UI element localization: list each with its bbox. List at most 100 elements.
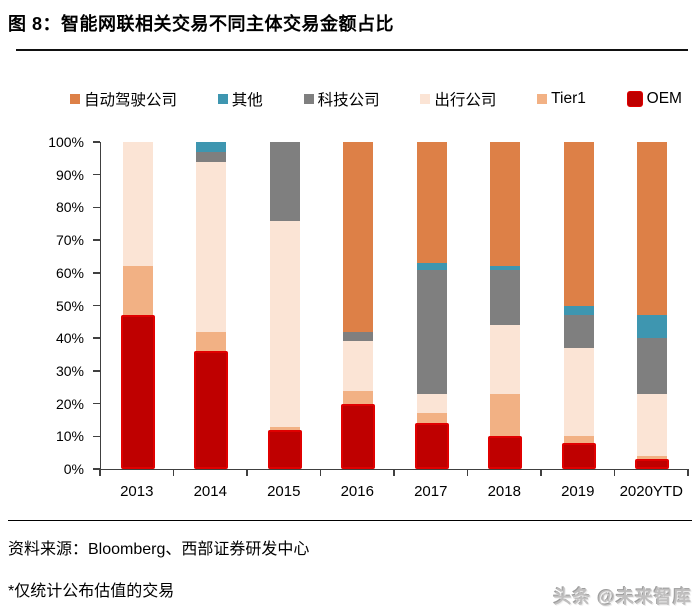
bar-segment bbox=[416, 142, 447, 264]
bar-segment bbox=[637, 338, 668, 394]
bar-segment bbox=[563, 436, 594, 443]
bar-segment bbox=[196, 151, 227, 162]
y-tick-label: 50% bbox=[55, 297, 84, 314]
x-tick-label: 2020YTD bbox=[619, 483, 683, 500]
x-tick-mark bbox=[613, 470, 616, 476]
x-tick-mark bbox=[319, 470, 322, 476]
y-tick-mark bbox=[93, 337, 100, 339]
bar-segment bbox=[490, 325, 521, 394]
legend-item: 自动驾驶公司 bbox=[70, 88, 177, 110]
legend-label: 其他 bbox=[231, 92, 263, 109]
legend-item: 科技公司 bbox=[303, 88, 380, 110]
footer-divider bbox=[8, 520, 692, 522]
y-tick-mark bbox=[93, 370, 100, 372]
bar-column bbox=[395, 142, 469, 469]
footnote-text: *仅统计公布估值的交易 bbox=[8, 583, 175, 600]
bar-segment bbox=[490, 393, 521, 437]
bar-segment bbox=[196, 331, 227, 352]
legend-swatch-icon bbox=[303, 94, 314, 104]
x-tick-label: 2018 bbox=[487, 483, 521, 500]
bar-segment bbox=[120, 315, 155, 469]
x-tick-mark bbox=[540, 470, 542, 476]
legend-swatch-icon bbox=[420, 94, 431, 104]
legend-item: Tier1 bbox=[537, 90, 586, 108]
x-tick-mark bbox=[393, 470, 395, 476]
x-tick-label: 2019 bbox=[561, 483, 595, 500]
bar-segment bbox=[637, 315, 668, 339]
stacked-bar bbox=[341, 142, 376, 469]
bar-column bbox=[542, 142, 616, 469]
y-tick-label: 90% bbox=[55, 166, 84, 183]
stacked-bar bbox=[561, 142, 596, 469]
chart-legend: 自动驾驶公司 其他 科技公司 出行公司 Tier1 OEM bbox=[70, 89, 682, 109]
x-tick-label: 2014 bbox=[193, 483, 227, 500]
legend-swatch-icon bbox=[70, 94, 80, 104]
bar-segment bbox=[490, 266, 521, 270]
y-tick-mark bbox=[93, 304, 100, 307]
bar-segment bbox=[563, 305, 594, 316]
legend-swatch-icon bbox=[626, 91, 643, 107]
y-tick-mark bbox=[93, 141, 100, 143]
legend-swatch-icon bbox=[537, 94, 548, 104]
x-tick-mark bbox=[246, 470, 248, 476]
y-tick-mark bbox=[93, 402, 100, 405]
bar-segment bbox=[563, 315, 594, 349]
bar-segment bbox=[416, 263, 447, 270]
x-tick-label: 2013 bbox=[120, 483, 154, 500]
y-tick-label: 100% bbox=[48, 134, 84, 150]
y-tick-mark bbox=[93, 468, 100, 470]
y-tick-mark bbox=[93, 272, 100, 274]
stacked-bar bbox=[488, 142, 523, 469]
bar-segment bbox=[563, 142, 594, 306]
bar-segment bbox=[416, 269, 447, 394]
y-tick-mark bbox=[93, 239, 100, 241]
bar-segment bbox=[343, 142, 374, 332]
stacked-bar bbox=[267, 142, 302, 469]
y-tick-mark bbox=[93, 435, 100, 438]
x-tick-mark bbox=[687, 470, 689, 476]
bar-segment bbox=[269, 426, 300, 430]
x-tick-label: 2015 bbox=[267, 483, 301, 500]
bar-segment bbox=[490, 269, 521, 326]
bar-column bbox=[322, 142, 396, 469]
stacked-bar bbox=[194, 142, 229, 469]
legend-label: Tier1 bbox=[551, 90, 586, 107]
title-divider bbox=[16, 49, 688, 51]
bar-column bbox=[616, 142, 690, 469]
bar-segment bbox=[122, 266, 153, 316]
bar-segment bbox=[637, 142, 668, 316]
bar-segment bbox=[488, 436, 523, 469]
y-axis-ticks bbox=[93, 141, 100, 470]
bar-column bbox=[101, 142, 175, 469]
stacked-bar bbox=[414, 142, 449, 469]
bar-segment bbox=[416, 413, 447, 424]
x-tick-mark bbox=[172, 470, 175, 476]
plot-area bbox=[100, 142, 689, 470]
bar-segment bbox=[122, 142, 153, 267]
legend-swatch-icon bbox=[217, 94, 228, 104]
y-tick-mark bbox=[93, 173, 100, 176]
y-tick-label: 10% bbox=[55, 428, 84, 445]
bar-segment bbox=[194, 351, 229, 469]
legend-label: 出行公司 bbox=[434, 92, 497, 109]
bar-segment bbox=[269, 142, 300, 221]
bar-segment bbox=[343, 341, 374, 391]
bar-segment bbox=[637, 455, 668, 460]
bar-segment bbox=[416, 393, 447, 414]
y-tick-label: 30% bbox=[55, 362, 84, 379]
x-tick-label: 2016 bbox=[340, 483, 374, 500]
legend-label: 自动驾驶公司 bbox=[84, 92, 178, 109]
bar-column bbox=[248, 142, 322, 469]
bar-segment bbox=[414, 423, 449, 469]
bar-segment bbox=[561, 442, 596, 469]
bar-segment bbox=[341, 403, 376, 469]
x-axis-ticks bbox=[99, 470, 689, 476]
x-tick-mark bbox=[466, 470, 469, 476]
legend-item: 其他 bbox=[217, 88, 263, 110]
watermark-text: 头条 @未来智库 bbox=[553, 587, 692, 607]
bar-segment bbox=[635, 459, 670, 469]
bar-segment bbox=[637, 393, 668, 456]
bar-segment bbox=[267, 429, 302, 469]
bar-segment bbox=[563, 348, 594, 437]
bar-segment bbox=[343, 390, 374, 404]
